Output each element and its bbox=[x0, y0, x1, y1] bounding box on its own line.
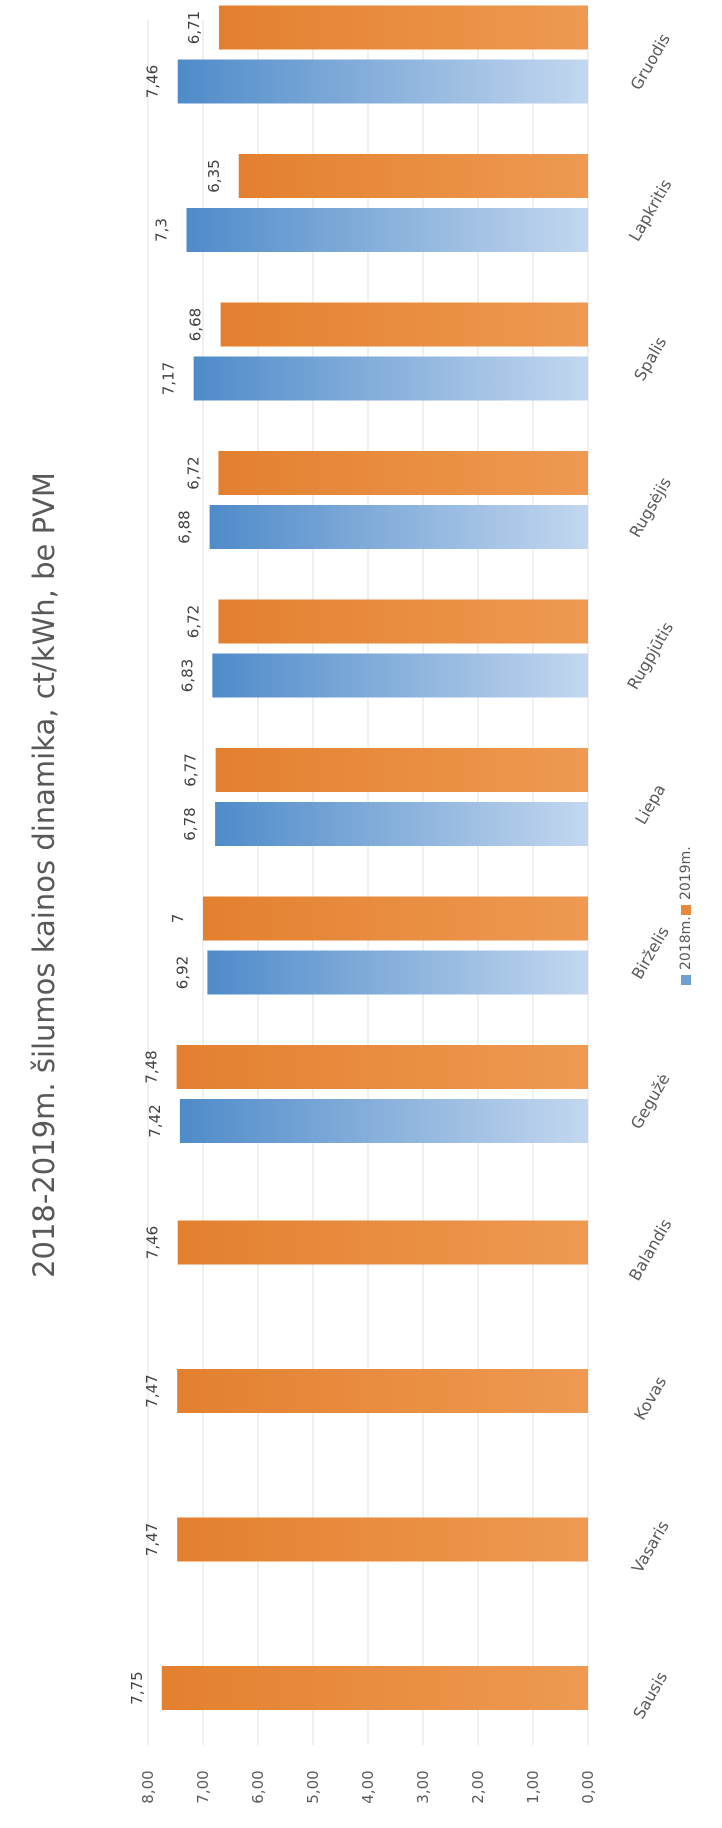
data-label-2019: 7 bbox=[169, 914, 187, 924]
data-label-2018: 6,78 bbox=[181, 807, 199, 840]
data-label-2019: 6,35 bbox=[205, 159, 223, 192]
bar-2019 bbox=[161, 1666, 588, 1710]
bar-2019 bbox=[177, 1369, 588, 1413]
x-category-label: Sausis bbox=[629, 1668, 671, 1722]
bar-2019 bbox=[177, 1517, 588, 1562]
x-category-label: Birželis bbox=[628, 923, 673, 982]
y-tick-label: 8,00 bbox=[139, 1770, 157, 1803]
data-label-2018: 7,46 bbox=[144, 65, 162, 98]
data-label-2018: 7,42 bbox=[146, 1104, 164, 1137]
data-label-2019: 7,47 bbox=[143, 1374, 161, 1407]
bar-2018 bbox=[179, 1099, 588, 1143]
bar-2018 bbox=[209, 505, 588, 549]
bar-2018 bbox=[177, 59, 588, 104]
bar-2019 bbox=[203, 896, 588, 941]
bar-2019 bbox=[218, 5, 588, 50]
bar-2018 bbox=[207, 950, 588, 995]
data-label-2019: 6,71 bbox=[185, 11, 203, 44]
x-category-label: Vasaris bbox=[628, 1517, 673, 1576]
y-tick-label: 0,00 bbox=[579, 1770, 597, 1803]
data-label-2018: 6,92 bbox=[173, 956, 191, 989]
bar-2019 bbox=[220, 302, 588, 347]
data-label-2019: 6,72 bbox=[184, 605, 202, 638]
y-tick-label: 7,00 bbox=[194, 1770, 212, 1803]
legend-label-2019: 2019m. bbox=[678, 846, 694, 900]
data-label-2019: 6,72 bbox=[184, 456, 202, 489]
legend-label-2018: 2018m. bbox=[678, 916, 694, 970]
data-label-2019: 7,46 bbox=[144, 1226, 162, 1259]
data-label-2018: 6,83 bbox=[178, 659, 196, 692]
bar-2019 bbox=[215, 748, 588, 792]
x-category-label: Gegužė bbox=[627, 1070, 674, 1132]
data-label-2019: 7,75 bbox=[128, 1671, 146, 1704]
data-label-2018: 6,88 bbox=[176, 510, 194, 543]
bar-2019 bbox=[218, 599, 588, 644]
data-label-2019: 7,47 bbox=[143, 1523, 161, 1556]
y-tick-label: 6,00 bbox=[249, 1770, 267, 1803]
bar-2019 bbox=[238, 154, 588, 198]
x-category-label: Spalis bbox=[630, 333, 670, 384]
plot-area: 0,00 1,00 2,00 3,00 4,00 5,00 6,00 7,00 8,00 7,75… bbox=[128, 5, 694, 1804]
legend: 2018m. 2019m. bbox=[678, 846, 694, 985]
bar-2019 bbox=[177, 1220, 588, 1265]
bar-2018 bbox=[215, 802, 588, 846]
y-tick-label: 5,00 bbox=[304, 1770, 322, 1803]
x-category-label: Balandis bbox=[625, 1216, 676, 1284]
bar-2019 bbox=[176, 1045, 588, 1089]
x-category-label: Gruodis bbox=[627, 30, 674, 93]
data-label-2019: 6,68 bbox=[187, 308, 205, 341]
y-tick-label: 2,00 bbox=[469, 1770, 487, 1803]
x-category-label: Lapkritis bbox=[625, 176, 676, 245]
data-label-2018: 7,17 bbox=[160, 362, 178, 395]
bar-2018 bbox=[212, 653, 588, 698]
legend-swatch-2018 bbox=[681, 975, 691, 985]
chart-title: 2018-2019m. šilumos kainos dinamika, ct/… bbox=[27, 472, 61, 1278]
data-label-2018: 7,3 bbox=[153, 218, 171, 242]
y-tick-label: 4,00 bbox=[359, 1770, 377, 1803]
x-category-label: Rugsėjis bbox=[625, 474, 675, 541]
x-category-label: Liepa bbox=[631, 781, 669, 828]
legend-swatch-2019 bbox=[681, 905, 691, 915]
bar-2019 bbox=[218, 451, 588, 495]
bar-2018 bbox=[193, 356, 588, 401]
data-label-2019: 6,77 bbox=[182, 753, 200, 786]
x-category-label: Rugpjūtis bbox=[623, 619, 677, 693]
x-category-label: Kovas bbox=[630, 1373, 670, 1423]
bar-2018 bbox=[186, 208, 588, 252]
y-tick-label: 1,00 bbox=[524, 1770, 542, 1803]
y-tick-label: 3,00 bbox=[414, 1770, 432, 1803]
data-label-2019: 7,48 bbox=[143, 1050, 161, 1083]
